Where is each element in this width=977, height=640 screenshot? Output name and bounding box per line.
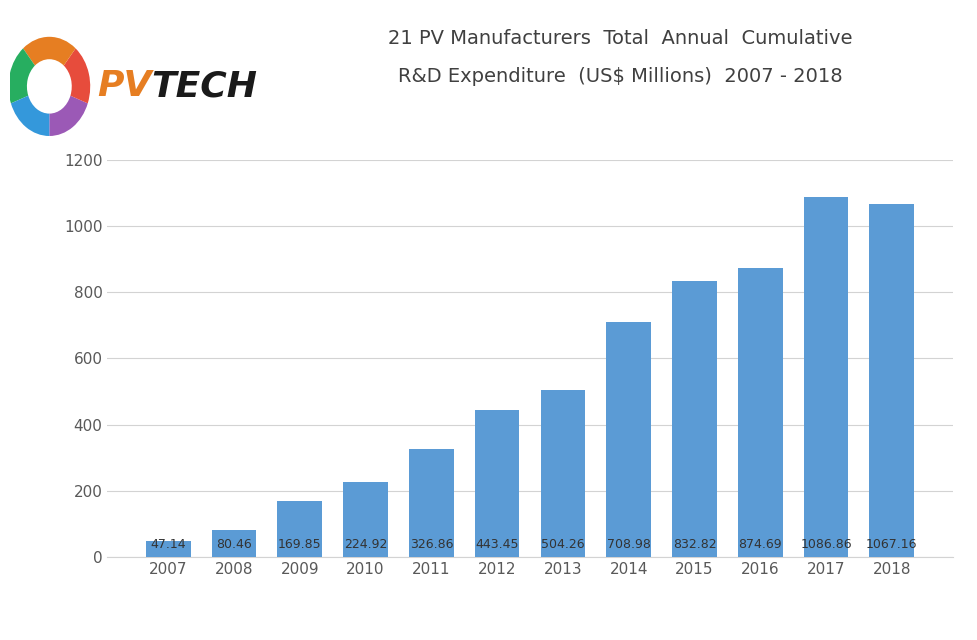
Bar xyxy=(146,541,191,557)
Wedge shape xyxy=(23,37,75,65)
Text: 21 PV Manufacturers  Total  Annual  Cumulative: 21 PV Manufacturers Total Annual Cumulat… xyxy=(388,29,853,48)
Text: 1086.86: 1086.86 xyxy=(800,538,852,551)
Bar xyxy=(870,204,914,557)
Text: R&D Expenditure  (US$ Millions)  2007 - 2018: R&D Expenditure (US$ Millions) 2007 - 20… xyxy=(398,67,843,86)
Text: 80.46: 80.46 xyxy=(216,538,252,551)
Bar xyxy=(277,500,322,557)
Text: 443.45: 443.45 xyxy=(476,538,519,551)
Bar xyxy=(475,410,520,557)
Text: 169.85: 169.85 xyxy=(278,538,321,551)
Wedge shape xyxy=(11,96,49,136)
Text: PV: PV xyxy=(97,69,151,104)
Wedge shape xyxy=(9,49,35,104)
Text: 1067.16: 1067.16 xyxy=(866,538,917,551)
Wedge shape xyxy=(64,49,90,104)
Bar xyxy=(212,530,256,557)
Text: 504.26: 504.26 xyxy=(541,538,584,551)
Text: 47.14: 47.14 xyxy=(150,538,186,551)
Text: 326.86: 326.86 xyxy=(409,538,453,551)
Bar xyxy=(540,390,585,557)
Bar xyxy=(672,282,717,557)
Bar xyxy=(738,268,783,557)
Bar xyxy=(607,323,651,557)
Wedge shape xyxy=(49,96,88,136)
Text: TECH: TECH xyxy=(150,69,257,104)
Bar xyxy=(409,449,453,557)
Text: 708.98: 708.98 xyxy=(607,538,651,551)
Text: 224.92: 224.92 xyxy=(344,538,387,551)
Bar xyxy=(343,483,388,557)
Text: 874.69: 874.69 xyxy=(739,538,782,551)
Bar xyxy=(804,197,848,557)
Text: 832.82: 832.82 xyxy=(672,538,716,551)
